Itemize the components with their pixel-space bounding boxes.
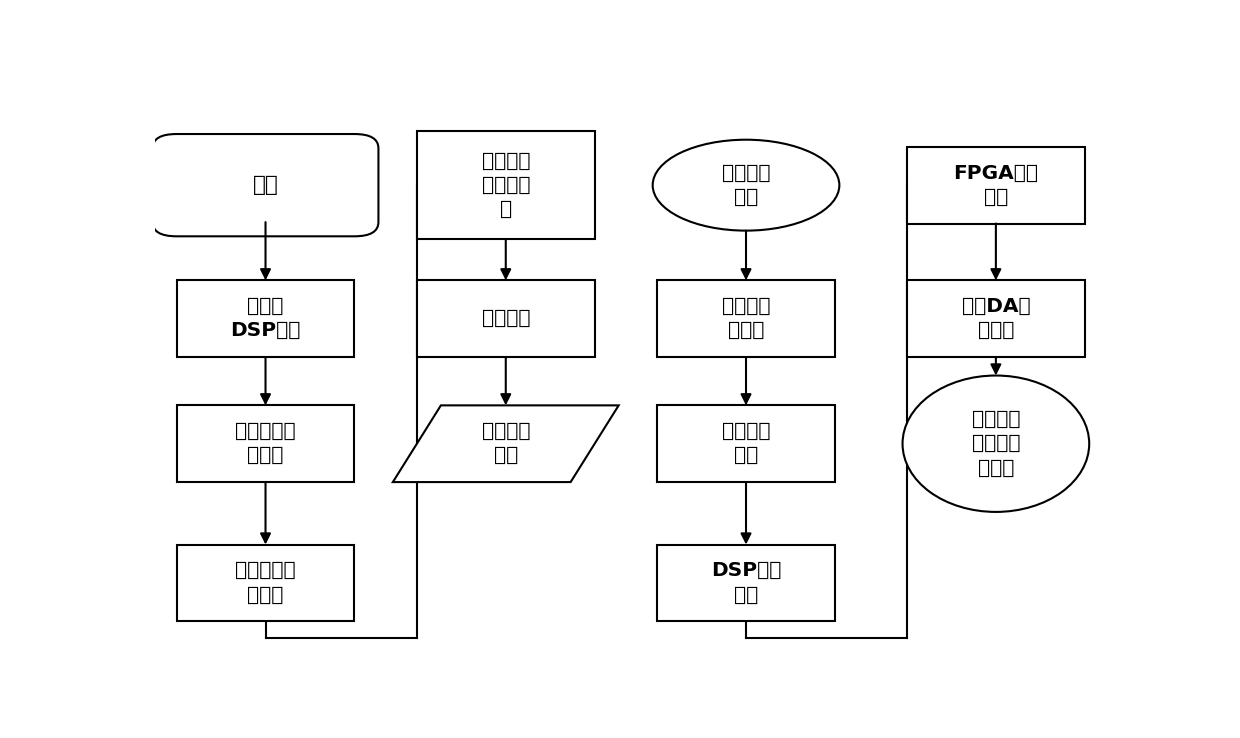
Text: 开始: 开始 (253, 175, 279, 195)
Bar (417, 280, 595, 357)
Polygon shape (393, 405, 619, 482)
Text: 初始化
DSP配置: 初始化 DSP配置 (231, 297, 301, 340)
Text: FPGA逻辑
保护: FPGA逻辑 保护 (954, 164, 1038, 207)
Bar (657, 545, 835, 621)
Text: 重新装载
计数値: 重新装载 计数値 (722, 297, 770, 340)
Text: 使能中断: 使能中断 (481, 309, 529, 328)
Text: 初始化定
时器及数
値: 初始化定 时器及数 値 (481, 151, 529, 219)
Ellipse shape (652, 139, 839, 230)
Ellipse shape (903, 376, 1089, 512)
Text: 等待中断
响应: 等待中断 响应 (481, 422, 529, 466)
Text: 关中断并
使能下一
次中断: 关中断并 使能下一 次中断 (972, 410, 1021, 477)
Bar (906, 147, 1085, 224)
Text: DSP内部
程序: DSP内部 程序 (711, 562, 781, 604)
Bar (657, 280, 835, 357)
Bar (906, 280, 1085, 357)
Text: 采集电网
电压: 采集电网 电压 (722, 422, 770, 466)
Text: 配置中断向
量地址: 配置中断向 量地址 (236, 562, 296, 604)
Text: 初始化中断
向量表: 初始化中断 向量表 (236, 422, 296, 466)
Text: 中断向量
入口: 中断向量 入口 (722, 164, 770, 207)
Bar (657, 405, 835, 482)
Bar (176, 405, 355, 482)
Bar (417, 131, 595, 239)
Bar (176, 545, 355, 621)
FancyBboxPatch shape (153, 134, 378, 236)
Text: 控制DA发
出波形: 控制DA发 出波形 (961, 297, 1030, 340)
Bar (176, 280, 355, 357)
